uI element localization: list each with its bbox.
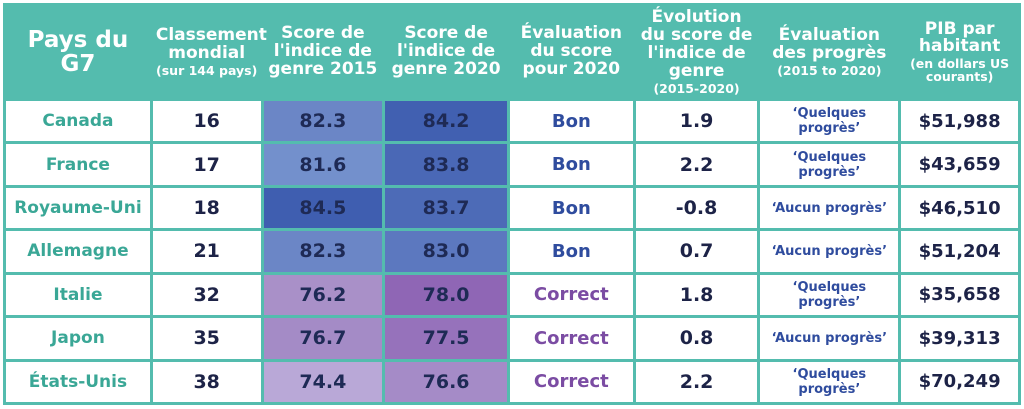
header-subtitle: (2015-2020) [653, 80, 740, 96]
header-subtitle: (2015 to 2020) [777, 62, 882, 78]
score-2015-cell: 74.4 [263, 361, 383, 402]
score-2015-cell: 82.3 [263, 101, 383, 142]
change-cell: 2.2 [635, 144, 758, 185]
header-title: Score de l'indice de genre 2015 [268, 23, 378, 79]
header-subtitle: (en dollars US courants) [910, 56, 1010, 85]
evaluation-cell: Correct [509, 318, 633, 359]
table-row: Royaume-Uni 18 84.5 83.7 Bon -0.8 ‘Aucun progr… [6, 187, 1018, 229]
evaluation-cell: Bon [509, 144, 633, 185]
evaluation-cell: Bon [509, 187, 633, 229]
progress-cell: ‘Quelques progrès’ [760, 361, 899, 402]
score-2015-cell: 82.3 [263, 231, 383, 272]
progress-cell: ‘Aucun progrès’ [760, 231, 899, 272]
header-subtitle: (sur 144 pays) [156, 62, 258, 78]
score-2020-cell: 77.5 [385, 318, 507, 359]
score-2015-cell: 76.2 [263, 274, 383, 316]
table-body: Canada 16 82.3 84.2 Bon 1.9 ‘Quelques progrès’… [6, 101, 1018, 402]
header-cell: Classement mondial (sur 144 pays) [152, 6, 267, 98]
evaluation-cell: Bon [509, 231, 633, 272]
gdp-cell: $43,659 [901, 144, 1018, 185]
country-cell: États-Unis [6, 361, 150, 402]
country-cell: Canada [6, 101, 150, 142]
gdp-cell: $46,510 [901, 187, 1018, 229]
score-2015-cell: 84.5 [263, 187, 383, 229]
header-title: Score de l'indice de genre 2020 [391, 23, 501, 79]
change-cell: 1.8 [635, 274, 758, 316]
change-cell: -0.8 [635, 187, 758, 229]
score-2015-cell: 81.6 [263, 144, 383, 185]
progress-cell: ‘Aucun progrès’ [760, 187, 899, 229]
header-cell: Score de l'indice de genre 2015 [263, 6, 383, 98]
header-title: Évaluation du score pour 2020 [520, 23, 622, 79]
country-cell: Allemagne [6, 231, 150, 272]
score-2020-cell: 83.0 [385, 231, 507, 272]
rank-cell: 21 [152, 231, 261, 272]
evaluation-cell: Correct [509, 274, 633, 316]
progress-cell: ‘Quelques progrès’ [760, 144, 899, 185]
header-cell: Pays du G7 [6, 6, 150, 98]
change-cell: 0.8 [635, 318, 758, 359]
table-row: France 17 81.6 83.8 Bon 2.2 ‘Quelques progrès’… [6, 144, 1018, 185]
progress-cell: ‘Aucun progrès’ [760, 318, 899, 359]
change-cell: 0.7 [635, 231, 758, 272]
score-2015-cell: 76.7 [263, 318, 383, 359]
gdp-cell: $35,658 [901, 274, 1018, 316]
score-2020-cell: 83.7 [385, 187, 507, 229]
score-2020-cell: 83.8 [385, 144, 507, 185]
header-title: Évaluation des progrès [772, 25, 887, 63]
header-title: Pays du G7 [27, 26, 129, 77]
gdp-cell: $51,204 [901, 231, 1018, 272]
header-cell: Score de l'indice de genre 2020 [385, 6, 507, 98]
header-cell: Évaluation du score pour 2020 [509, 6, 633, 98]
gdp-cell: $70,249 [901, 361, 1018, 402]
gdp-cell: $51,988 [901, 101, 1018, 142]
country-cell: Italie [6, 274, 150, 316]
header-row: Pays du G7 Classement mondial (sur 144 pay… [6, 6, 1018, 98]
evaluation-cell: Correct [509, 361, 633, 402]
g7-table: Pays du G7 Classement mondial (sur 144 pay… [3, 3, 1021, 405]
rank-cell: 35 [152, 318, 261, 359]
header-title: Classement mondial [155, 25, 267, 63]
header-title: PIB par habitant [918, 18, 1001, 57]
rank-cell: 16 [152, 101, 261, 142]
header-cell: Évolution du score de l'indice de genre(… [635, 6, 758, 98]
evaluation-cell: Bon [509, 101, 633, 142]
table-row: Japon 35 76.7 77.5 Correct 0.8 ‘Aucun progrès’… [6, 318, 1018, 359]
country-cell: Japon [6, 318, 150, 359]
header-cell: PIB par habitant (en dollars US courants) [901, 6, 1018, 98]
header-cell: Évaluation des progrès (2015 to 2020) [760, 6, 899, 98]
score-2020-cell: 76.6 [385, 361, 507, 402]
table-row: États-Unis 38 74.4 76.6 Correct 2.2 ‘Quelques … [6, 361, 1018, 402]
rank-cell: 38 [152, 361, 261, 402]
progress-cell: ‘Quelques progrès’ [760, 101, 899, 142]
score-2020-cell: 84.2 [385, 101, 507, 142]
gdp-cell: $39,313 [901, 318, 1018, 359]
table-row: Canada 16 82.3 84.2 Bon 1.9 ‘Quelques progrès’… [6, 101, 1018, 142]
rank-cell: 18 [152, 187, 261, 229]
rank-cell: 17 [152, 144, 261, 185]
table-row: Italie 32 76.2 78.0 Correct 1.8 ‘Quelques prog… [6, 274, 1018, 316]
change-cell: 1.9 [635, 101, 758, 142]
header-title: Évolution du score de l'indice de genre [640, 7, 753, 81]
country-cell: France [6, 144, 150, 185]
rank-cell: 32 [152, 274, 261, 316]
country-cell: Royaume-Uni [6, 187, 150, 229]
progress-cell: ‘Quelques progrès’ [760, 274, 899, 316]
table-row: Allemagne 21 82.3 83.0 Bon 0.7 ‘Aucun progrès’… [6, 231, 1018, 272]
score-2020-cell: 78.0 [385, 274, 507, 316]
change-cell: 2.2 [635, 361, 758, 402]
